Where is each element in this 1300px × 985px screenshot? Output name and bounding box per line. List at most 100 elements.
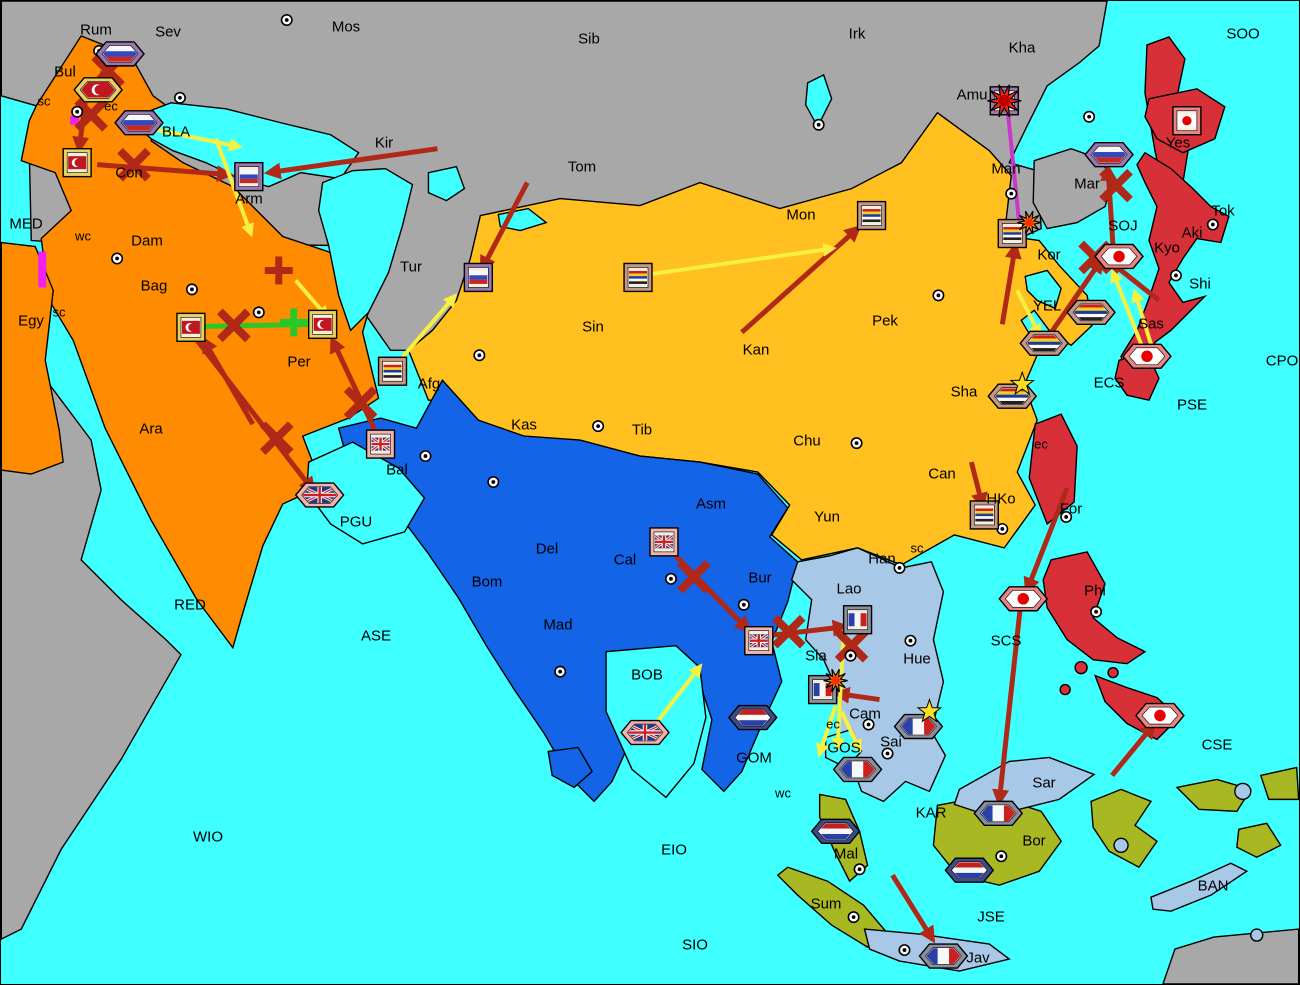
unit-japan-fleet-soj[interactable]	[1094, 243, 1144, 270]
red-order-arrow-5	[330, 335, 381, 440]
unit-britain-fleet-pgu[interactable]	[294, 482, 345, 508]
supply-center-dot-26	[1206, 218, 1219, 231]
standoff-x-mark-2	[117, 147, 151, 182]
region-phi-islet-1[interactable]	[1074, 660, 1088, 675]
unit-britain-fleet-bob[interactable]	[620, 719, 670, 746]
red-plus-mark-1	[264, 256, 293, 285]
red-order-arrow-9	[999, 241, 1022, 325]
standoff-x-mark-4	[259, 421, 294, 455]
region-moluccas-3[interactable]	[1236, 822, 1282, 859]
unit-china-fleet-yel-north[interactable]	[1019, 330, 1070, 356]
unit-holland-fleet-gom[interactable]	[727, 704, 778, 731]
region-phi-islet-3[interactable]	[1059, 683, 1071, 696]
supply-center-dot-1	[280, 13, 293, 26]
region-phi-islet-2[interactable]	[1107, 666, 1119, 679]
supply-center-dot-4	[111, 252, 124, 265]
region-ceylon[interactable]	[547, 746, 594, 789]
red-order-arrow-17	[1023, 487, 1070, 595]
unit-russia-fleet-sev-coast[interactable]	[95, 41, 145, 67]
region-bohai-gulf[interactable]	[1024, 269, 1062, 310]
standoff-x-mark-5	[343, 386, 378, 420]
unit-holland-fleet-bor[interactable]	[944, 857, 995, 883]
yellow-order-arrow-31	[816, 704, 838, 758]
region-sarawak[interactable]	[953, 756, 1096, 816]
region-honshu[interactable]	[1120, 151, 1230, 384]
region-maritime-province[interactable]	[1032, 147, 1114, 230]
red-order-arrow-4	[188, 330, 316, 495]
unit-turkey-army-bag-east[interactable]	[176, 312, 206, 343]
unit-russia-fleet-bla[interactable]	[114, 110, 164, 136]
supply-center-dot-24	[862, 718, 875, 731]
unit-britain-army-bal[interactable]	[365, 429, 396, 459]
standoff-x-mark-7	[771, 614, 806, 649]
unit-china-army-mon[interactable]	[856, 200, 887, 231]
supply-center-dot-20	[1090, 605, 1103, 618]
unit-japan-fleet-sas[interactable]	[1122, 343, 1172, 369]
red-order-arrow-11	[1045, 256, 1104, 340]
unit-china-army-sin[interactable]	[623, 262, 653, 293]
unit-turkey-army-per[interactable]	[307, 309, 338, 340]
unit-japan-fleet-cse[interactable]	[1135, 702, 1185, 729]
unit-china-army-kor[interactable]	[997, 218, 1027, 249]
region-moluccas-2[interactable]	[1259, 766, 1299, 801]
supply-center-dot-7	[419, 450, 432, 463]
region-lesser-isle-3[interactable]	[1250, 928, 1264, 942]
unit-holland-fleet-mal[interactable]	[810, 818, 861, 844]
yellow-order-arrow-28	[1131, 288, 1153, 345]
yellow-order-arrow-26	[654, 663, 703, 725]
unit-russia-fleet-mar[interactable]	[1084, 142, 1134, 168]
supply-center-dot-29	[847, 911, 860, 924]
supply-center-dot-13	[850, 437, 863, 450]
unit-japan-fleet-scs[interactable]	[998, 586, 1049, 612]
red-order-arrow-3	[263, 146, 438, 180]
region-lesser-isle-1[interactable]	[1113, 837, 1129, 853]
canal-marker-1	[38, 251, 47, 288]
supply-center-dot-27	[1169, 269, 1182, 282]
red-order-arrow-15	[832, 686, 880, 704]
unit-france-fleet-gos[interactable]	[832, 756, 883, 783]
standoff-x-mark-6	[677, 560, 711, 594]
region-aral-sea[interactable]	[427, 165, 466, 202]
region-lesser-isle-2[interactable]	[1234, 782, 1252, 801]
unit-france-fleet-sar[interactable]	[973, 800, 1024, 827]
unit-britain-army-cal[interactable]	[649, 527, 679, 557]
region-africa[interactable]	[1, 349, 182, 941]
unit-france-fleet-sai[interactable]	[893, 713, 944, 740]
unit-france-army-lao[interactable]	[842, 605, 873, 635]
unit-china-fleet-kor-coast[interactable]	[1066, 299, 1116, 326]
yellow-order-arrow-21	[146, 125, 243, 152]
supply-center-dot-6	[252, 306, 265, 319]
region-sumatra[interactable]	[776, 866, 887, 948]
supply-center-dot-19	[996, 522, 1009, 535]
unit-britain-army-bur[interactable]	[744, 626, 774, 656]
red-order-arrow-20	[890, 873, 936, 944]
unit-japan-army-yes[interactable]	[1172, 106, 1202, 136]
unit-russia-army-tur[interactable]	[463, 262, 494, 293]
supply-center-dot-3	[71, 105, 84, 118]
region-celebes[interactable]	[1090, 788, 1158, 869]
supply-center-dot-2	[173, 91, 186, 104]
region-lake-baikal[interactable]	[804, 73, 833, 129]
unit-turkey-army-con[interactable]	[62, 148, 92, 178]
region-india[interactable]	[337, 379, 799, 803]
unit-china-army-afg[interactable]	[377, 356, 408, 386]
supply-center-dot-21	[893, 561, 906, 574]
yellow-order-arrow-22	[214, 138, 254, 238]
supply-center-dot-15	[1083, 110, 1096, 123]
unit-russia-army-arm[interactable]	[234, 161, 264, 192]
region-timor[interactable]	[1150, 862, 1249, 912]
unit-france-fleet-jav[interactable]	[918, 943, 969, 969]
unit-china-fleet-sha-coast[interactable]	[987, 383, 1038, 409]
red-order-arrow-18	[992, 607, 1023, 807]
region-caspian-sea[interactable]	[317, 167, 414, 332]
unit-china-army-hko[interactable]	[969, 500, 999, 530]
canal-marker-0	[70, 115, 80, 125]
supply-center-dot-5	[185, 283, 198, 296]
unit-turkey-fleet-con-ec[interactable]	[73, 77, 123, 103]
red-order-arrow-16	[968, 461, 988, 510]
region-moluccas-1[interactable]	[1175, 778, 1252, 813]
explosion-burst-0	[987, 84, 1022, 118]
supply-center-dot-25	[881, 747, 894, 760]
